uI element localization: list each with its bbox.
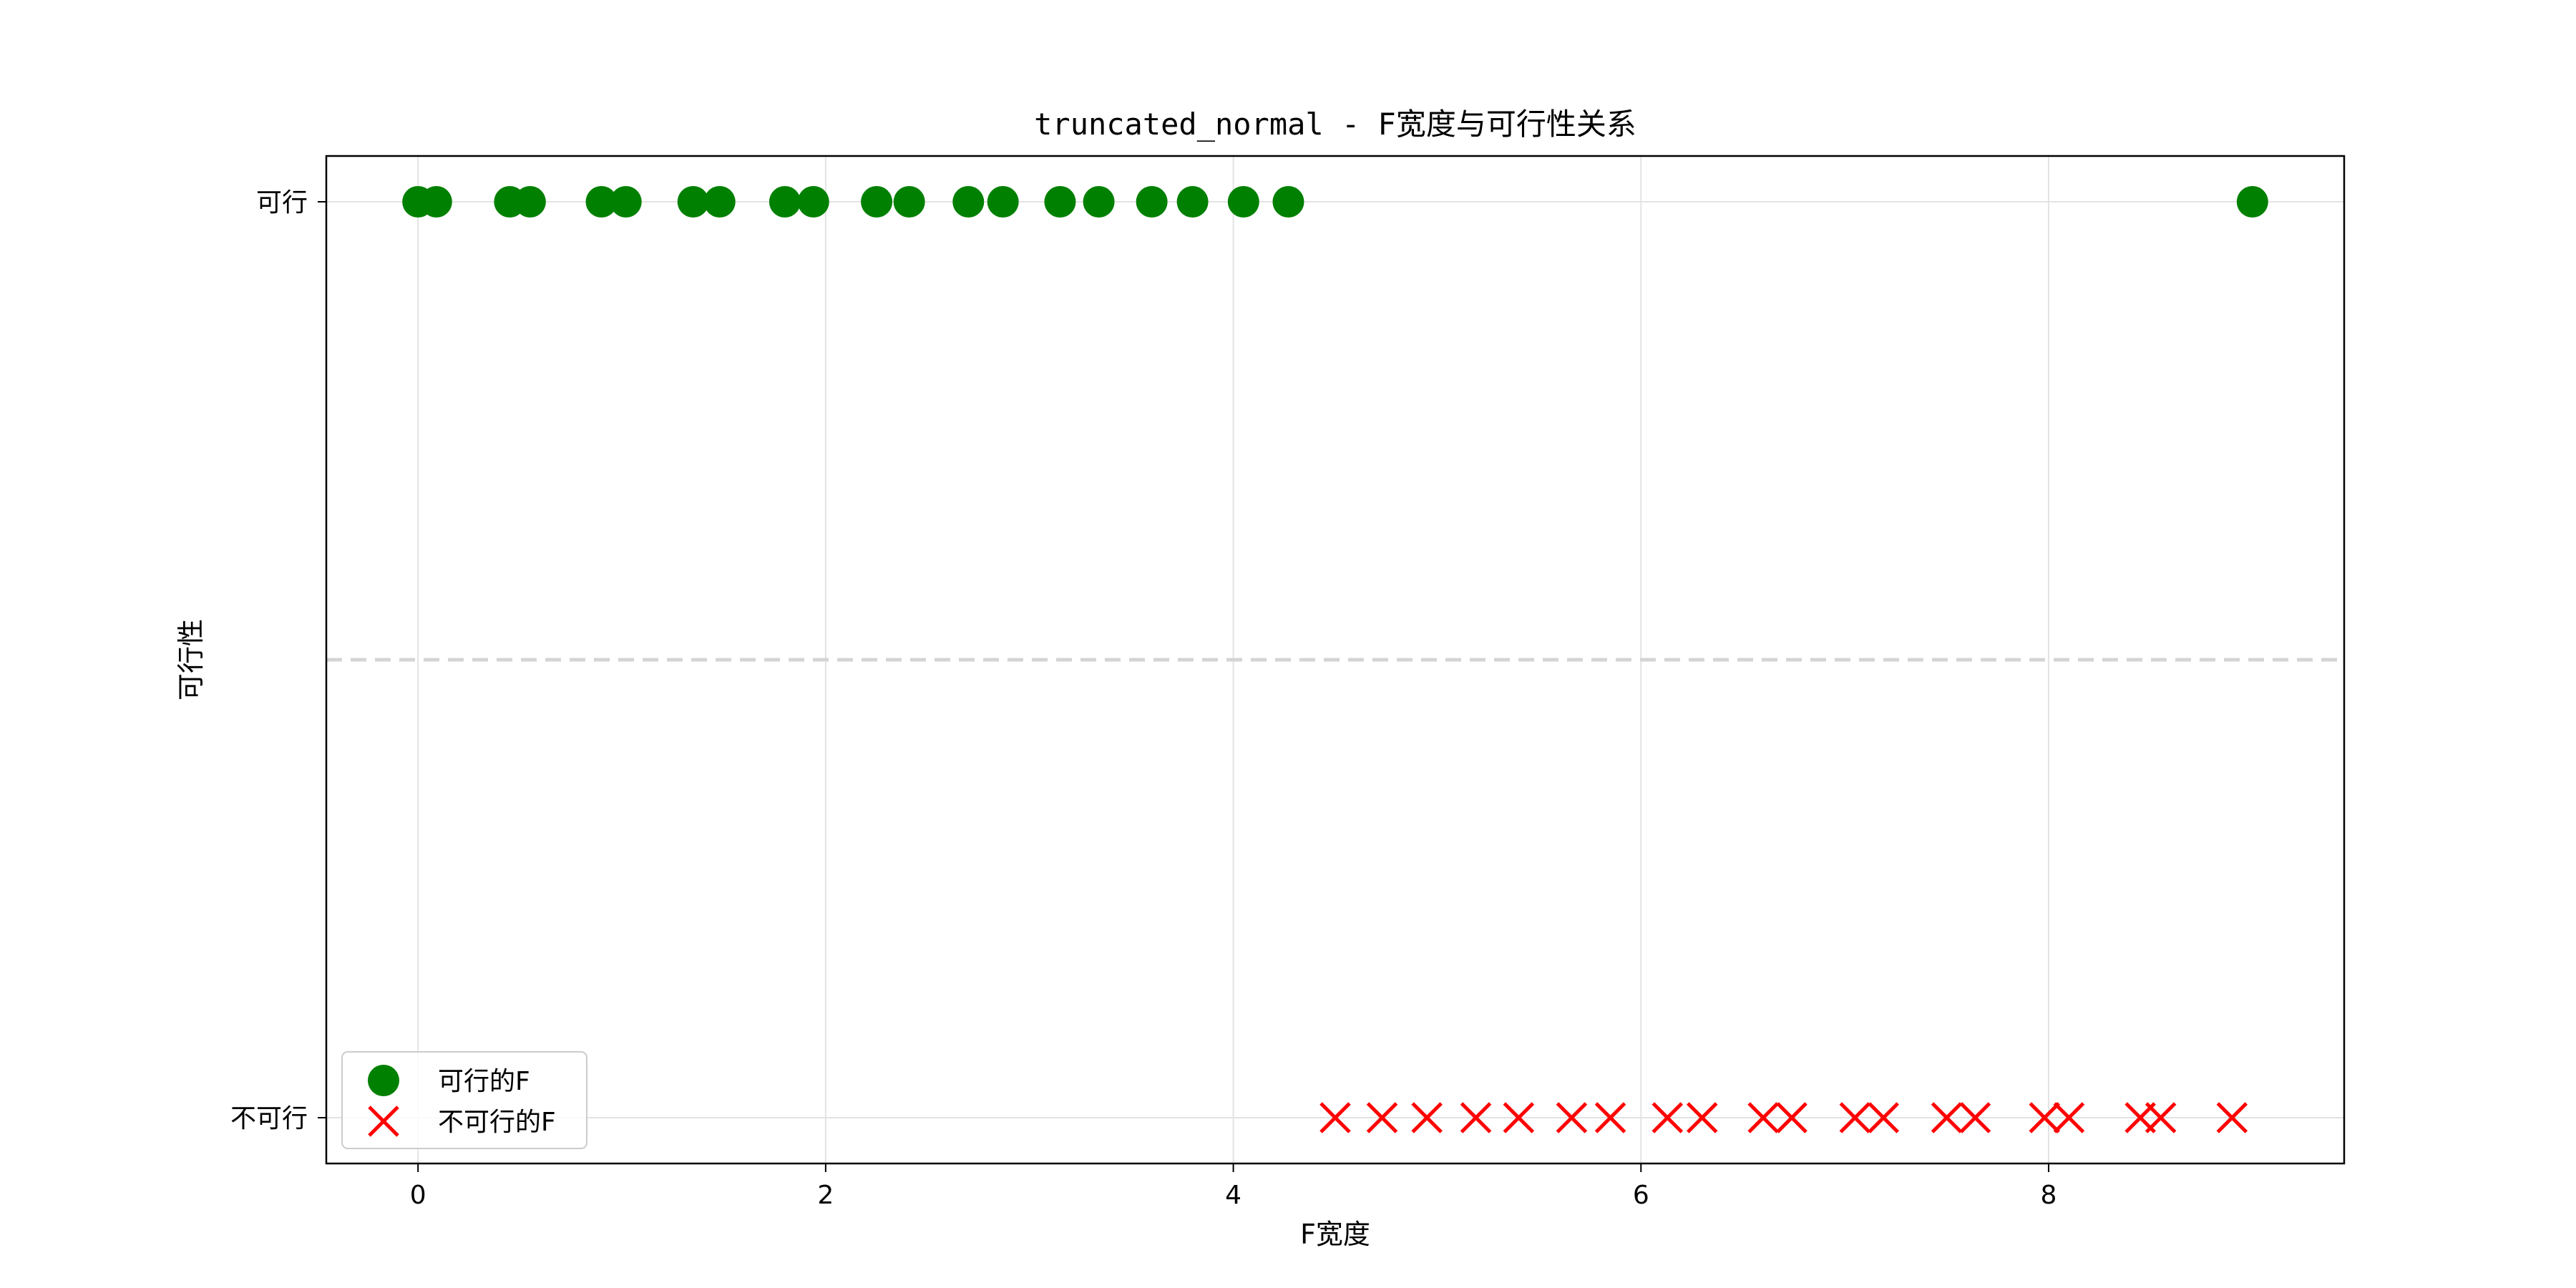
feasible-point: [585, 186, 618, 218]
x-marker-stroke: [1931, 1102, 1963, 1133]
feasible-point: [987, 186, 1019, 218]
infeasible-point: [2053, 1102, 2085, 1133]
y-tick-label: 可行: [256, 188, 308, 218]
infeasible-point: [1366, 1102, 1398, 1133]
x-marker-stroke: [1652, 1102, 1684, 1133]
infeasible-point: [1594, 1102, 1626, 1133]
feasible-point: [1272, 186, 1304, 218]
infeasible-point: [1460, 1102, 1492, 1133]
x-tick-label: 2: [817, 1181, 834, 1210]
x-marker-stroke: [1594, 1102, 1626, 1133]
infeasible-point: [1503, 1102, 1535, 1133]
feasible-point: [703, 186, 736, 218]
feasible-point: [861, 186, 893, 218]
infeasible-point: [1319, 1102, 1351, 1133]
feasible-point: [1176, 186, 1209, 218]
x-marker-stroke: [1868, 1102, 1900, 1133]
feasible-point: [420, 186, 452, 218]
x-marker-stroke: [1747, 1102, 1779, 1133]
infeasible-point: [1868, 1102, 1900, 1133]
infeasible-point: [1686, 1102, 1718, 1133]
infeasible-point: [2145, 1102, 2177, 1133]
legend-marker-feasible: [368, 1065, 399, 1096]
x-marker-stroke: [2029, 1102, 2061, 1133]
feasible-point: [1044, 186, 1076, 218]
x-marker-stroke: [1411, 1102, 1443, 1133]
axis-ticks: 0 2 4 6 8 不可行 可行: [230, 188, 2057, 1210]
plot-area-frame: [325, 155, 2346, 1165]
x-tick-label: 6: [1633, 1181, 1649, 1210]
feasible-point: [514, 186, 546, 218]
x-marker-stroke: [1319, 1102, 1351, 1133]
x-marker-stroke: [1959, 1102, 1991, 1133]
x-axis-label: F宽度: [1300, 1219, 1370, 1250]
y-axis-label: 可行性: [175, 619, 207, 701]
x-marker-stroke: [1503, 1102, 1535, 1133]
y-tick-label: 不可行: [230, 1104, 308, 1133]
infeasible-point: [1747, 1102, 1779, 1133]
infeasible-point: [1652, 1102, 1684, 1133]
x-marker-stroke: [1366, 1102, 1398, 1133]
feasible-point: [2236, 186, 2268, 218]
feasible-point: [1227, 186, 1259, 218]
infeasible-point: [1839, 1102, 1871, 1133]
infeasible-point: [1959, 1102, 1991, 1133]
x-tick-label: 4: [1225, 1181, 1241, 1210]
x-marker-stroke: [1686, 1102, 1718, 1133]
feasible-point: [1083, 186, 1115, 218]
infeasible-point: [2029, 1102, 2061, 1133]
infeasible-point: [1556, 1102, 1588, 1133]
legend-label: 不可行的F: [438, 1108, 556, 1137]
feasible-point: [797, 186, 829, 218]
x-marker-stroke: [1460, 1102, 1492, 1133]
infeasible-point: [1776, 1102, 1807, 1133]
x-marker-stroke: [2216, 1102, 2248, 1133]
legend-box: [341, 1051, 587, 1149]
infeasible-point: [2216, 1102, 2248, 1133]
feasible-point: [952, 186, 985, 218]
x-marker-stroke: [2145, 1102, 2177, 1133]
legend-marker-infeasible: [368, 1106, 399, 1137]
x-marker-stroke: [1839, 1102, 1871, 1133]
x-marker-stroke: [368, 1106, 399, 1137]
feasible-point: [677, 186, 709, 218]
feasible-point: [610, 186, 642, 218]
x-tick-label: 8: [2041, 1181, 2057, 1210]
legend: 可行的F 不可行的F: [341, 1051, 587, 1149]
feasible-point: [769, 186, 801, 218]
infeasible-point: [1931, 1102, 1963, 1133]
feasible-point: [1136, 186, 1168, 218]
legend-label: 可行的F: [438, 1067, 530, 1096]
x-marker-stroke: [2053, 1102, 2085, 1133]
x-tick-label: 0: [410, 1181, 426, 1210]
data-marks: [402, 186, 2268, 1133]
chart-title: truncated_normal - F宽度与可行性关系: [1034, 107, 1636, 142]
x-marker-stroke: [1776, 1102, 1807, 1133]
feasible-point: [893, 186, 925, 218]
x-marker-stroke: [1556, 1102, 1588, 1133]
infeasible-point: [1411, 1102, 1443, 1133]
